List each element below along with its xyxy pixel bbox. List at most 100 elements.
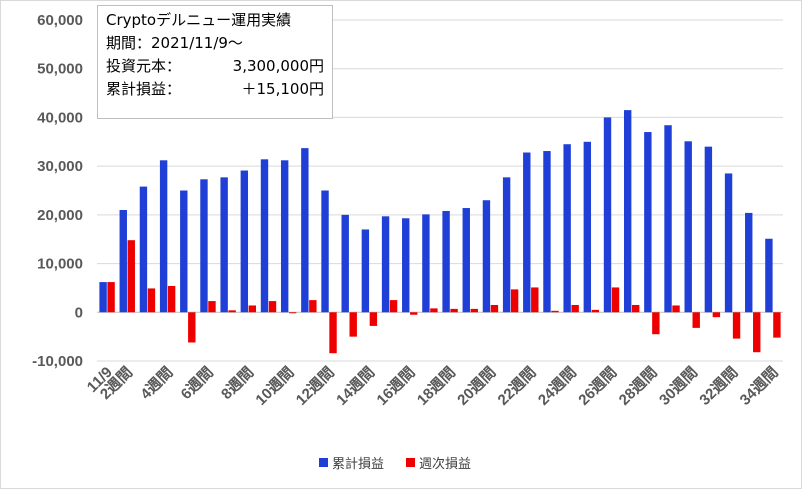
- bar-weekly: [389, 300, 398, 313]
- info-title-text: Cryptoデルニュー運用実績: [106, 11, 292, 29]
- bar-cumulative: [280, 160, 289, 313]
- y-tick-label: 40,000: [37, 109, 83, 126]
- bar-weekly: [732, 312, 741, 339]
- bar-cumulative: [765, 238, 773, 313]
- bar-cumulative: [301, 148, 309, 313]
- info-investment-row: 投資元本： 3,300,000円: [106, 55, 324, 78]
- bar-cumulative: [704, 146, 713, 313]
- bar-cumulative: [724, 173, 733, 313]
- bar-weekly: [369, 312, 378, 326]
- x-tick-label: 30週間: [656, 364, 701, 409]
- legend-swatch-cumulative: [319, 458, 328, 467]
- bar-cumulative: [502, 177, 511, 313]
- info-title: Cryptoデルニュー運用実績: [106, 9, 324, 32]
- x-tick-label: 18週間: [414, 364, 459, 409]
- bar-weekly: [329, 312, 337, 354]
- bar-cumulative: [623, 110, 632, 313]
- legend-label-weekly: 週次損益: [419, 456, 471, 472]
- x-tick-label: 26週間: [575, 364, 620, 409]
- performance-info-box: Cryptoデルニュー運用実績 期間： 2021/11/9～ 投資元本： 3,300…: [97, 5, 333, 119]
- bar-cumulative: [402, 218, 410, 313]
- bar-cumulative: [684, 141, 692, 313]
- bar-cumulative: [240, 170, 249, 313]
- bar-weekly: [208, 301, 216, 313]
- bar-cumulative: [583, 141, 592, 313]
- bar-cumulative: [361, 229, 370, 313]
- x-tick-label: 14週間: [333, 364, 378, 409]
- bar-cumulative: [462, 208, 470, 313]
- bar-weekly: [147, 288, 156, 313]
- x-tick-label: 32週間: [696, 364, 741, 409]
- bar-cumulative: [543, 151, 551, 313]
- y-tick-label: 30,000: [37, 158, 83, 175]
- period-label: 期間：: [106, 34, 152, 52]
- bar-weekly: [591, 309, 600, 313]
- bar-cumulative: [321, 190, 329, 313]
- bar-weekly: [450, 308, 458, 313]
- bar-weekly: [268, 301, 277, 313]
- x-tick-label: 6週間: [178, 364, 217, 403]
- x-tick-label: 8週間: [218, 364, 257, 403]
- info-period-row: 期間： 2021/11/9～: [106, 32, 324, 55]
- y-tick-label: 20,000: [37, 207, 83, 224]
- bar-weekly: [773, 312, 781, 338]
- y-tick-label: 0: [75, 304, 83, 321]
- bar-cumulative: [745, 212, 753, 313]
- bar-weekly: [631, 304, 640, 313]
- bar-weekly: [107, 282, 115, 313]
- bar-cumulative: [99, 282, 107, 313]
- y-tick-label: 10,000: [37, 256, 83, 273]
- x-tick-label: 16週間: [374, 364, 419, 409]
- bar-cumulative: [139, 186, 148, 313]
- x-tick-label: 34週間: [737, 364, 782, 409]
- y-tick-label: 60,000: [37, 12, 83, 29]
- bar-cumulative: [200, 179, 208, 313]
- bar-weekly: [571, 304, 579, 313]
- bar-weekly: [228, 310, 236, 313]
- bar-cumulative: [119, 209, 127, 313]
- x-tick-label: 4週間: [137, 364, 176, 403]
- bar-cumulative: [482, 200, 491, 313]
- investment-value: 3,300,000円: [232, 57, 324, 75]
- bar-weekly: [127, 240, 135, 313]
- bar-cumulative: [563, 144, 571, 313]
- x-tick-label: 10週間: [252, 364, 297, 409]
- bar-weekly: [248, 305, 257, 313]
- bar-weekly: [430, 308, 438, 313]
- bar-weekly: [531, 287, 539, 313]
- bar-weekly: [470, 308, 478, 313]
- x-tick-label: 24週間: [535, 364, 580, 409]
- y-tick-label: -10,000: [32, 353, 83, 370]
- bar-cumulative: [523, 152, 531, 313]
- bar-cumulative: [442, 210, 450, 313]
- bar-cumulative: [664, 125, 672, 313]
- x-tick-label: 12週間: [293, 364, 338, 409]
- legend: 累計損益 週次損益: [319, 456, 471, 472]
- bar-weekly: [652, 312, 660, 335]
- bar-weekly: [753, 312, 761, 353]
- bar-cumulative: [180, 190, 188, 313]
- x-tick-label: 20週間: [454, 364, 499, 409]
- bars: [99, 110, 781, 354]
- bar-weekly: [611, 287, 620, 313]
- x-tick-label: 28週間: [616, 364, 661, 409]
- bar-weekly: [551, 310, 559, 313]
- bar-cumulative: [220, 177, 228, 313]
- bar-weekly: [349, 312, 357, 337]
- info-profit-row: 累計損益： ＋15,100円: [106, 78, 324, 101]
- bar-weekly: [167, 285, 176, 313]
- bar-weekly: [712, 312, 721, 318]
- bar-weekly: [510, 289, 519, 313]
- bar-cumulative: [341, 214, 349, 313]
- bar-weekly: [288, 312, 297, 314]
- bar-weekly: [410, 312, 418, 315]
- bar-cumulative: [381, 216, 390, 313]
- bar-cumulative: [260, 159, 269, 313]
- legend-label-cumulative: 累計損益: [332, 456, 384, 472]
- bar-weekly: [188, 312, 196, 343]
- profit-value: ＋15,100円: [241, 80, 325, 98]
- x-tick-label: 22週間: [495, 364, 540, 409]
- bar-cumulative: [422, 214, 430, 313]
